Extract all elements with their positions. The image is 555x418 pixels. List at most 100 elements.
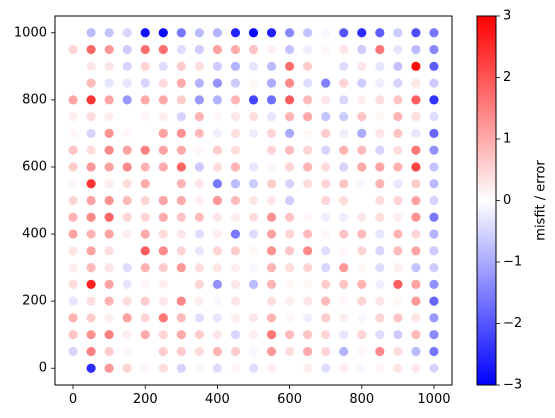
data-point xyxy=(68,78,78,88)
data-point xyxy=(266,229,277,239)
data-point xyxy=(194,162,204,172)
data-point xyxy=(194,229,204,239)
data-point xyxy=(104,162,114,172)
data-point xyxy=(194,128,204,139)
data-point xyxy=(104,279,114,289)
data-point xyxy=(429,28,439,38)
data-point xyxy=(140,78,150,88)
x-tick-label: 200 xyxy=(133,392,158,407)
data-point xyxy=(194,330,204,340)
plot-frame xyxy=(54,15,453,386)
data-point xyxy=(140,44,150,55)
data-point xyxy=(248,145,259,155)
data-point xyxy=(68,296,78,306)
data-point xyxy=(411,363,421,373)
data-point xyxy=(375,246,385,256)
colorbar-tick-label: 3 xyxy=(503,9,511,24)
data-point xyxy=(194,179,204,189)
data-point xyxy=(86,262,96,273)
data-point xyxy=(122,330,132,340)
data-point xyxy=(176,279,186,289)
data-point xyxy=(230,112,241,122)
data-point xyxy=(230,262,241,273)
data-point xyxy=(140,313,150,323)
data-point xyxy=(230,229,241,239)
data-point xyxy=(429,61,439,71)
data-point xyxy=(393,195,403,206)
data-point xyxy=(303,145,313,155)
data-point xyxy=(194,346,204,357)
data-point xyxy=(68,44,78,55)
colorbar-tick-label: 2 xyxy=(503,70,511,85)
data-point xyxy=(303,78,313,88)
data-point xyxy=(284,179,295,189)
data-point xyxy=(375,61,385,71)
data-point xyxy=(194,279,204,289)
data-point xyxy=(429,262,439,273)
data-point xyxy=(266,212,277,222)
data-point xyxy=(86,179,96,189)
data-point xyxy=(230,128,241,139)
data-point xyxy=(284,195,295,206)
data-point xyxy=(122,262,132,273)
data-point xyxy=(429,279,439,289)
data-point xyxy=(176,44,186,55)
data-point xyxy=(140,145,150,155)
data-point xyxy=(339,262,349,273)
data-point xyxy=(176,330,186,340)
data-point xyxy=(375,279,385,289)
data-point xyxy=(266,61,277,71)
data-point xyxy=(284,78,295,88)
data-point xyxy=(393,78,403,88)
data-point xyxy=(176,78,186,88)
data-point xyxy=(321,195,331,206)
data-point xyxy=(339,179,349,189)
data-point xyxy=(104,229,114,239)
data-point xyxy=(104,145,114,155)
data-point xyxy=(230,212,241,222)
data-point xyxy=(68,313,78,323)
data-point xyxy=(411,95,421,105)
data-point xyxy=(339,44,349,55)
data-point xyxy=(357,296,367,306)
data-point xyxy=(266,279,277,289)
data-point xyxy=(176,128,186,139)
data-point xyxy=(176,296,186,306)
data-point xyxy=(122,112,132,122)
data-point xyxy=(212,279,223,289)
data-point xyxy=(303,179,313,189)
data-point xyxy=(140,61,150,71)
data-point xyxy=(284,212,295,222)
data-point xyxy=(68,229,78,239)
data-point xyxy=(339,346,349,357)
data-point xyxy=(194,246,204,256)
data-point xyxy=(248,195,259,206)
x-tick-label: 0 xyxy=(69,392,77,407)
data-point xyxy=(339,195,349,206)
x-tick-label: 600 xyxy=(277,392,302,407)
data-point xyxy=(86,279,96,289)
data-point xyxy=(429,145,439,155)
data-point xyxy=(122,78,132,88)
data-point xyxy=(266,162,277,172)
data-point xyxy=(303,95,313,105)
data-point xyxy=(194,78,204,88)
data-point xyxy=(194,61,204,71)
data-point xyxy=(122,162,132,172)
data-point xyxy=(357,28,367,38)
data-point xyxy=(303,112,313,122)
data-point xyxy=(303,313,313,323)
data-point xyxy=(158,330,168,340)
data-point xyxy=(266,28,277,38)
data-point xyxy=(122,145,132,155)
data-point xyxy=(212,128,223,139)
data-point xyxy=(266,346,277,357)
data-point xyxy=(68,246,78,256)
data-point xyxy=(357,128,367,139)
data-point xyxy=(375,112,385,122)
data-point xyxy=(411,229,421,239)
data-point xyxy=(303,363,313,373)
data-point xyxy=(284,363,295,373)
data-point xyxy=(248,179,259,189)
